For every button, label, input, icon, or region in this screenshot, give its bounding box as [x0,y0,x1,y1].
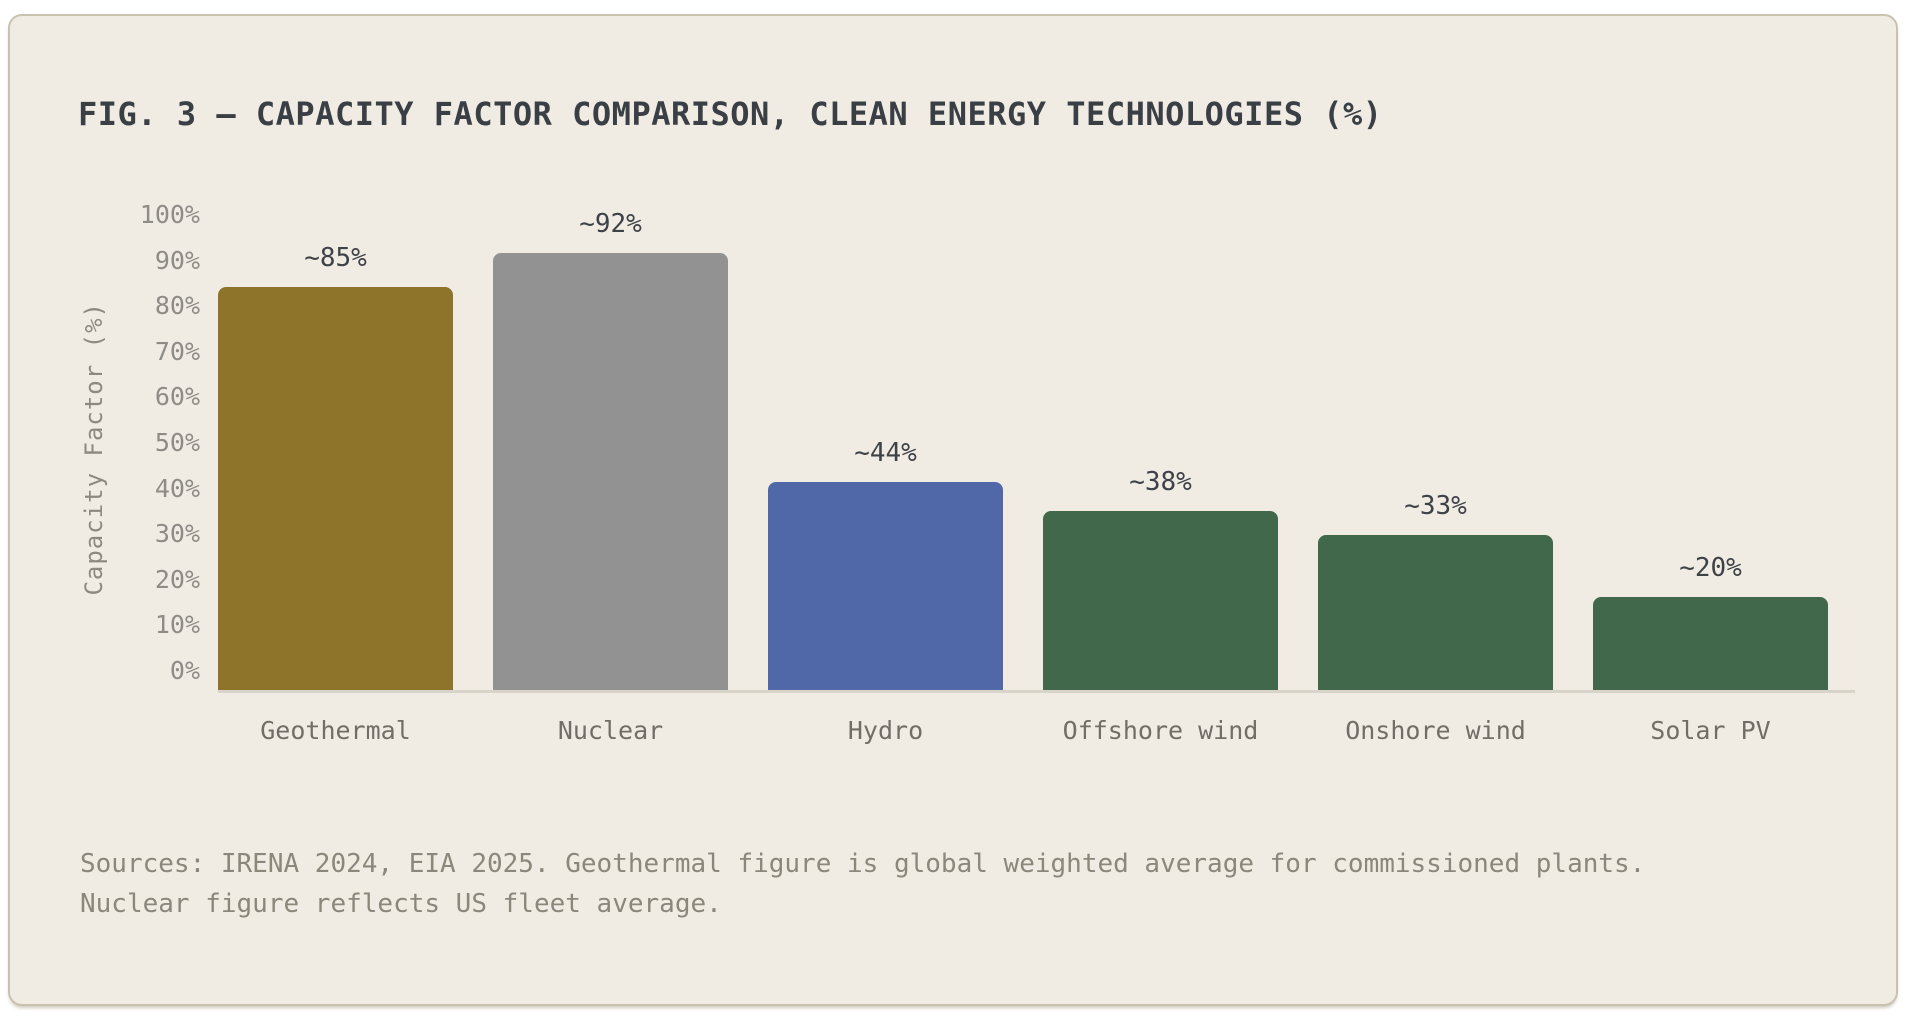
bar-column-solar-pv: ~20% [1593,215,1828,692]
y-tick-label: 10% [154,610,200,640]
y-tick-label: 30% [154,519,200,549]
x-category-label: Hydro [847,716,924,745]
source-note-line-1: Sources: IRENA 2024, EIA 2025. Geotherma… [80,849,1646,879]
plot-area: ~85% ~92% ~44% ~38% ~33% ~20% [218,209,1828,692]
x-axis-category-labels: Geothermal Nuclear Hydro Offshore wind Onsho… [218,716,1828,745]
bar-onshore-wind [1318,534,1553,692]
bar-column-geothermal: ~85% [218,215,453,692]
source-note-line-2: Nuclear figure reflects US fleet average… [80,889,722,919]
bar-hydro [768,482,1003,692]
bar-value-label: ~38% [1129,466,1192,497]
bar-geothermal [218,286,453,692]
figure-title: FIG. 3 — CAPACITY FACTOR COMPARISON, CLE… [78,95,1383,133]
x-category-label: Solar PV [1650,716,1771,745]
bar-value-label: ~33% [1404,490,1467,521]
y-tick-label: 70% [154,336,200,366]
y-tick-label: 50% [154,428,200,457]
y-tick-label: 80% [154,291,200,321]
bar-column-offshore-wind: ~38% [1043,215,1278,692]
y-tick-label: 100% [139,200,200,229]
x-axis-baseline [218,690,1855,693]
x-category-label: Geothermal [260,716,411,745]
bar-offshore-wind [1043,510,1278,692]
bar-value-label: ~44% [854,438,917,469]
bar-column-hydro: ~44% [768,215,1003,692]
figure-card: FIG. 3 — CAPACITY FACTOR COMPARISON, CLE… [8,14,1898,1006]
x-category-label: Onshore wind [1345,716,1526,745]
bar-column-onshore-wind: ~33% [1318,215,1553,692]
x-category-label: Offshore wind [1062,716,1259,745]
bar-value-label: ~85% [304,242,367,273]
bar-value-label: ~92% [579,209,642,240]
y-tick-label: 40% [154,473,200,503]
x-category-label: Nuclear [557,716,664,745]
y-tick-label: 20% [154,564,200,594]
bar-nuclear [493,253,728,692]
y-axis-tick-labels: 0% 10% 20% 30% 40% 50% 60% 70% 80% 90% 100% [10,200,200,692]
bar-solar-pv [1593,596,1828,692]
source-note: Sources: IRENA 2024, EIA 2025. Geotherma… [80,844,1645,924]
bar-value-label: ~20% [1679,552,1742,583]
y-tick-label: 0% [169,656,200,685]
bar-column-nuclear: ~92% [493,209,728,692]
y-tick-label: 60% [154,382,200,412]
y-tick-label: 90% [154,245,200,275]
